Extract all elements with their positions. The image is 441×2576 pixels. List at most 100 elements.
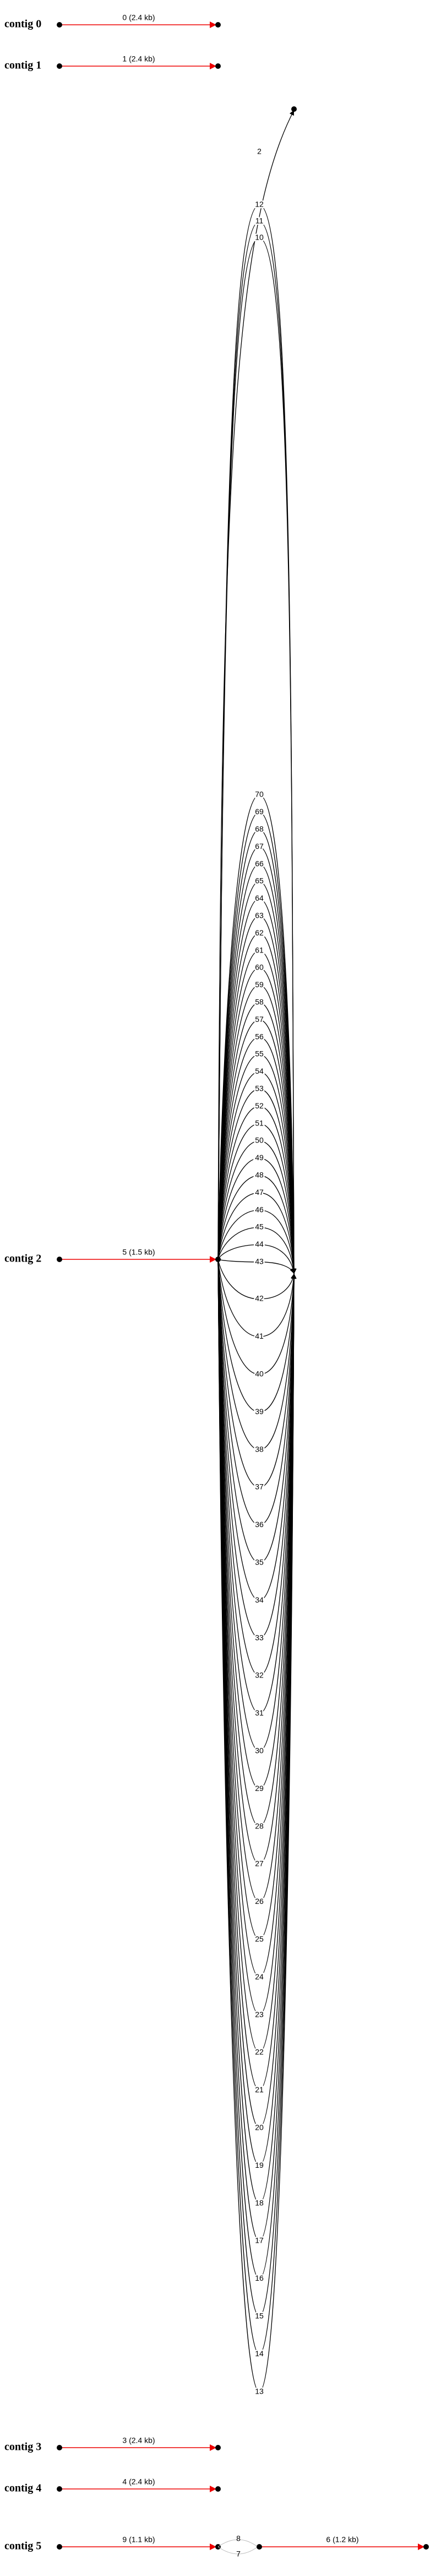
loop-edge — [217, 950, 297, 1274]
loop-label: 53 — [255, 1084, 264, 1093]
node — [423, 2544, 429, 2550]
loop-edge — [217, 1019, 297, 1274]
edge-label: 0 (2.4 kb) — [122, 13, 155, 22]
loop-label: 64 — [255, 894, 264, 902]
loop-label: 23 — [255, 2010, 264, 2018]
loop-edge — [217, 1054, 297, 1274]
loop-label: 19 — [255, 2161, 264, 2169]
loop-label: 17 — [255, 2236, 264, 2245]
loop-label: 59 — [255, 980, 264, 989]
contig-label: contig 1 — [4, 59, 41, 72]
node — [57, 2544, 62, 2550]
loop-edge — [217, 1002, 297, 1274]
loop-edge — [217, 1259, 297, 2242]
loop-edge — [217, 1259, 297, 2204]
loop-label: 28 — [255, 1821, 264, 1830]
node — [215, 2445, 221, 2450]
node — [57, 63, 62, 69]
node — [215, 22, 221, 28]
loop-label: 69 — [255, 807, 264, 816]
loop-edge — [217, 1036, 297, 1274]
loop-label: 31 — [255, 1708, 264, 1717]
loop-label: 14 — [255, 2349, 264, 2358]
loop-label: 34 — [255, 1595, 264, 1604]
loop-label: 47 — [255, 1188, 264, 1197]
loop-edge — [217, 1244, 296, 1274]
loop-label: 50 — [255, 1136, 264, 1145]
loop-edge — [217, 2539, 258, 2547]
loop-label: 37 — [255, 1482, 264, 1491]
loop-edge — [217, 1157, 297, 1274]
loop-edge — [217, 1259, 297, 2016]
loop-label: 26 — [255, 1897, 264, 1906]
loop-edge — [217, 1106, 297, 1274]
edge-label: 1 (2.4 kb) — [122, 55, 155, 63]
contig-label: contig 0 — [4, 18, 41, 30]
loop-edge — [217, 1192, 297, 1274]
loop-edge — [217, 1259, 297, 2091]
loop-edge — [217, 1259, 297, 1752]
loop-label: 7 — [236, 2550, 241, 2558]
branch-edge — [217, 110, 295, 1260]
contig-label: contig 4 — [4, 2482, 41, 2494]
node — [57, 22, 62, 28]
loop-edge — [217, 1140, 297, 1274]
loop-edge — [217, 1259, 297, 1714]
loop-edge — [217, 1259, 297, 1375]
loop-edge — [217, 1259, 296, 1300]
loop-label: 30 — [255, 1746, 264, 1755]
loop-label: 46 — [255, 1205, 264, 1214]
loop-label: 63 — [255, 911, 264, 920]
node — [291, 106, 297, 112]
loop-edge — [217, 1259, 297, 2129]
loop-label: 68 — [255, 825, 264, 834]
loop-edge — [217, 1227, 296, 1274]
loop-label: 51 — [255, 1118, 264, 1127]
loop-edge — [217, 1259, 297, 1639]
edge-label: 9 (1.1 kb) — [122, 2535, 155, 2544]
loop-label: 10 — [255, 233, 264, 242]
loop-label: 35 — [255, 1558, 264, 1567]
loop-label: 70 — [255, 790, 264, 799]
loop-label: 20 — [255, 2123, 264, 2132]
loop-label: 42 — [255, 1294, 264, 1303]
loop-label: 32 — [255, 1671, 264, 1680]
loop-edge — [217, 1259, 297, 1413]
loop-label: 12 — [255, 200, 264, 209]
loop-label: 62 — [255, 928, 264, 937]
loop-label: 22 — [255, 2048, 264, 2057]
loop-label: 11 — [255, 217, 264, 225]
loop-edge — [217, 1259, 295, 1274]
loop-edge — [217, 1259, 297, 1978]
node — [57, 2445, 62, 2450]
loop-edge — [217, 1259, 297, 2393]
loop-edge — [217, 967, 297, 1274]
contig-label: contig 5 — [4, 2540, 41, 2552]
loop-label: 41 — [255, 1332, 264, 1340]
edge-label: 3 (2.4 kb) — [122, 2436, 155, 2445]
loop-label: 39 — [255, 1407, 264, 1416]
loop-label: 57 — [255, 1015, 264, 1024]
loop-label: 29 — [255, 1784, 264, 1793]
loop-label: 18 — [255, 2198, 264, 2207]
edge-label: 4 (2.4 kb) — [122, 2477, 155, 2486]
loop-edge — [217, 221, 297, 1274]
loop-label: 65 — [255, 876, 264, 885]
loop-edge — [217, 1209, 296, 1274]
contig-label: contig 3 — [4, 2441, 41, 2453]
loop-label: 54 — [255, 1067, 264, 1075]
loop-edge — [217, 1259, 297, 1827]
loop-edge — [217, 933, 297, 1274]
loop-label: 52 — [255, 1101, 264, 1110]
loop-label: 25 — [255, 1935, 264, 1944]
loop-edge — [217, 1175, 297, 1274]
loop-edge — [217, 237, 297, 1274]
loop-label: 58 — [255, 998, 264, 1006]
loop-edge — [217, 1259, 297, 1526]
loop-label: 48 — [255, 1171, 264, 1179]
loop-edge — [217, 1259, 297, 1488]
loop-label: 33 — [255, 1633, 264, 1642]
loop-label: 8 — [236, 2534, 241, 2543]
loop-label: 38 — [255, 1444, 264, 1453]
loop-label: 67 — [255, 842, 264, 851]
